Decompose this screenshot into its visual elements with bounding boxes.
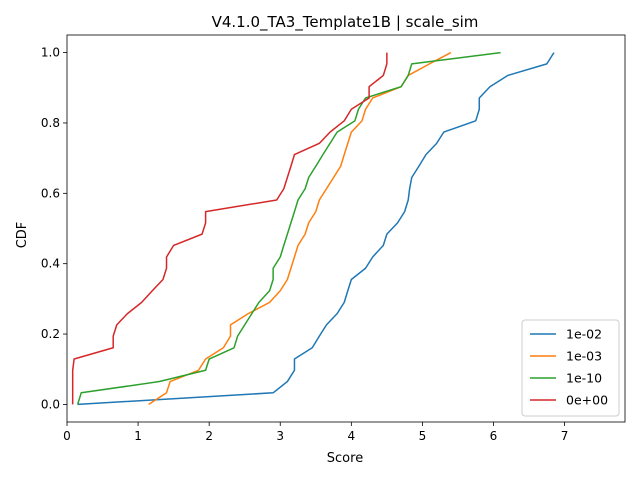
legend-box bbox=[521, 319, 620, 417]
plot-frame bbox=[66, 34, 626, 423]
x-tick-label: 2 bbox=[205, 429, 213, 443]
x-tick-label: 0 bbox=[63, 429, 71, 443]
y-tick-label: 0.8 bbox=[41, 116, 60, 130]
y-axis-label: CDF bbox=[15, 222, 30, 249]
chart-title: V4.1.0_TA3_Template1B | scale_sim bbox=[212, 13, 479, 32]
x-tick-label: 7 bbox=[561, 429, 569, 443]
x-axis-label: Score bbox=[327, 451, 363, 466]
x-tick-label: 6 bbox=[490, 429, 498, 443]
x-tick-label: 5 bbox=[419, 429, 427, 443]
legend-label-1e-10: 1e-10 bbox=[566, 371, 602, 386]
axes: 0 1 2 3 4 5 6 7 0.0 0.2 0.4 0.6 0.8 1.0 bbox=[41, 34, 626, 443]
legend-label-0e+00: 0e+00 bbox=[566, 393, 608, 408]
series-line-1e-10 bbox=[76, 51, 501, 405]
series-line-1e-03 bbox=[148, 51, 452, 406]
legend-label-1e-02: 1e-02 bbox=[566, 327, 602, 342]
y-tick-label: 0.4 bbox=[41, 257, 60, 271]
x-tick-label: 1 bbox=[134, 429, 142, 443]
series-line-1e-02 bbox=[77, 52, 555, 406]
x-tick-label: 3 bbox=[276, 429, 284, 443]
legend: 1e-02 1e-03 1e-10 0e+00 bbox=[521, 319, 620, 417]
legend-label-1e-03: 1e-03 bbox=[566, 349, 602, 364]
y-tick-label: 1.0 bbox=[41, 46, 60, 60]
y-tick-label: 0.2 bbox=[41, 327, 60, 341]
y-tick-label: 0.0 bbox=[41, 397, 60, 411]
series-lines bbox=[71, 51, 555, 406]
y-tick-label: 0.6 bbox=[41, 186, 60, 200]
series-line-0e+00 bbox=[71, 52, 388, 405]
x-tick-label: 4 bbox=[348, 429, 356, 443]
